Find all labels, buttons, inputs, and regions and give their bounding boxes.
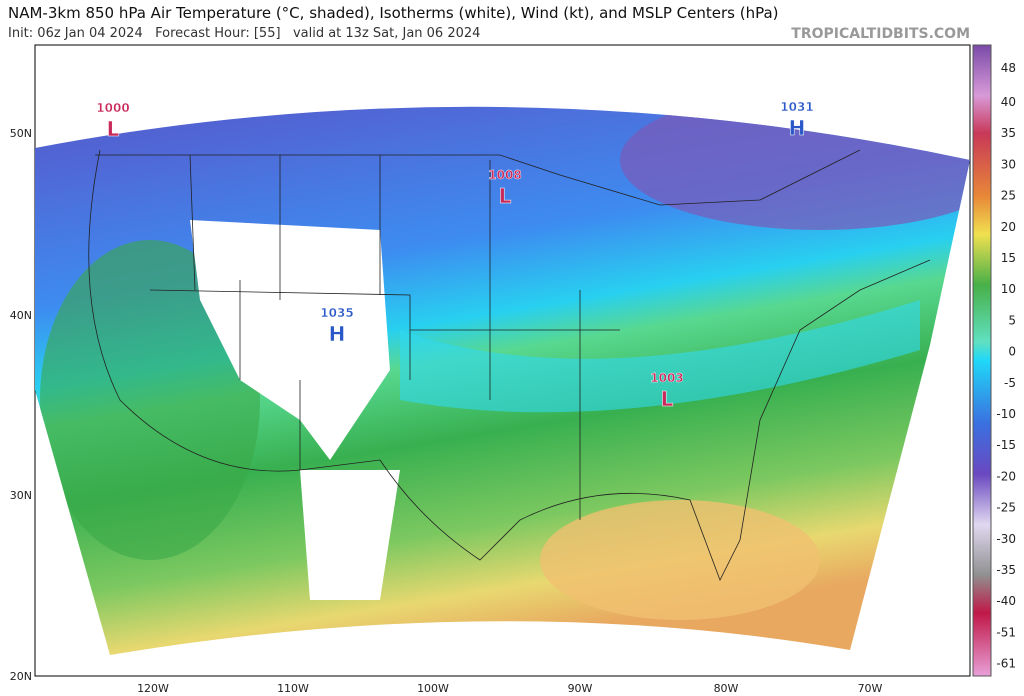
center-symbol: L <box>661 387 674 411</box>
colorbar-label: -35 <box>996 563 1016 577</box>
center-symbol: H <box>329 322 346 346</box>
boundaries <box>88 149 931 581</box>
colorbar-label: 20 <box>1001 220 1016 234</box>
colorbar-labels: 48 40 35 30 25 20 15 10 5 0 -5 -10 -15 -20 -25 -30 -35 -4… <box>996 61 1016 671</box>
colorbar-label: -25 <box>996 501 1016 515</box>
lat-label: 50N <box>10 127 32 140</box>
pressure-centers: 1000 L 1008 L 1003 L 1031 H 1035 H <box>96 100 814 411</box>
watermark: TROPICALTIDBITS.COM <box>791 26 970 42</box>
colorbar-label: 25 <box>1001 189 1016 203</box>
lon-label: 110W <box>277 682 309 695</box>
colorbar-label: 10 <box>1001 282 1016 296</box>
init-line: Init: 06z Jan 04 2024 Forecast Hour: [55… <box>8 26 480 41</box>
temperature-field <box>35 106 970 655</box>
colorbar-label: 40 <box>1001 95 1016 109</box>
lat-labels: 50N 40N 30N 20N <box>10 127 32 683</box>
title: NAM-3km 850 hPa Air Temperature (°C, sha… <box>8 4 779 22</box>
colorbar-label: 15 <box>1001 251 1016 265</box>
colorbar-label: 48 <box>1001 61 1016 75</box>
colorbar-label: 35 <box>1001 126 1016 140</box>
colorbar-label: -5 <box>1004 376 1016 390</box>
center-value: 1000 <box>96 101 129 115</box>
colorbar-label: 5 <box>1008 313 1016 327</box>
lat-label: 40N <box>10 309 32 322</box>
colorbar-label: -20 <box>996 469 1016 483</box>
center-value: 1035 <box>320 306 353 320</box>
center-symbol: L <box>107 117 120 141</box>
colorbar-label: -40 <box>996 594 1016 608</box>
lon-label: 70W <box>858 682 883 695</box>
center-symbol: H <box>789 116 806 140</box>
colorbar-label: 30 <box>1001 157 1016 171</box>
center-value: 1031 <box>780 100 813 114</box>
lon-label: 80W <box>714 682 739 695</box>
center-value: 1008 <box>488 168 521 182</box>
colorbar-label: -10 <box>996 407 1016 421</box>
colorbar-label: 0 <box>1008 345 1016 359</box>
lon-labels: 120W 110W 100W 90W 80W 70W <box>137 682 882 695</box>
colorbar-label: -15 <box>996 438 1016 452</box>
center-value: 1003 <box>650 371 683 385</box>
colorbar-label: -61 <box>996 657 1016 671</box>
colorbar <box>972 44 992 677</box>
colorbar-label: -30 <box>996 532 1016 546</box>
lat-label: 30N <box>10 489 32 502</box>
lon-label: 120W <box>137 682 169 695</box>
lon-label: 90W <box>568 682 593 695</box>
lat-label: 20N <box>10 670 32 683</box>
colorbar-label: -51 <box>996 625 1016 639</box>
lon-label: 100W <box>417 682 449 695</box>
center-symbol: L <box>499 184 512 208</box>
